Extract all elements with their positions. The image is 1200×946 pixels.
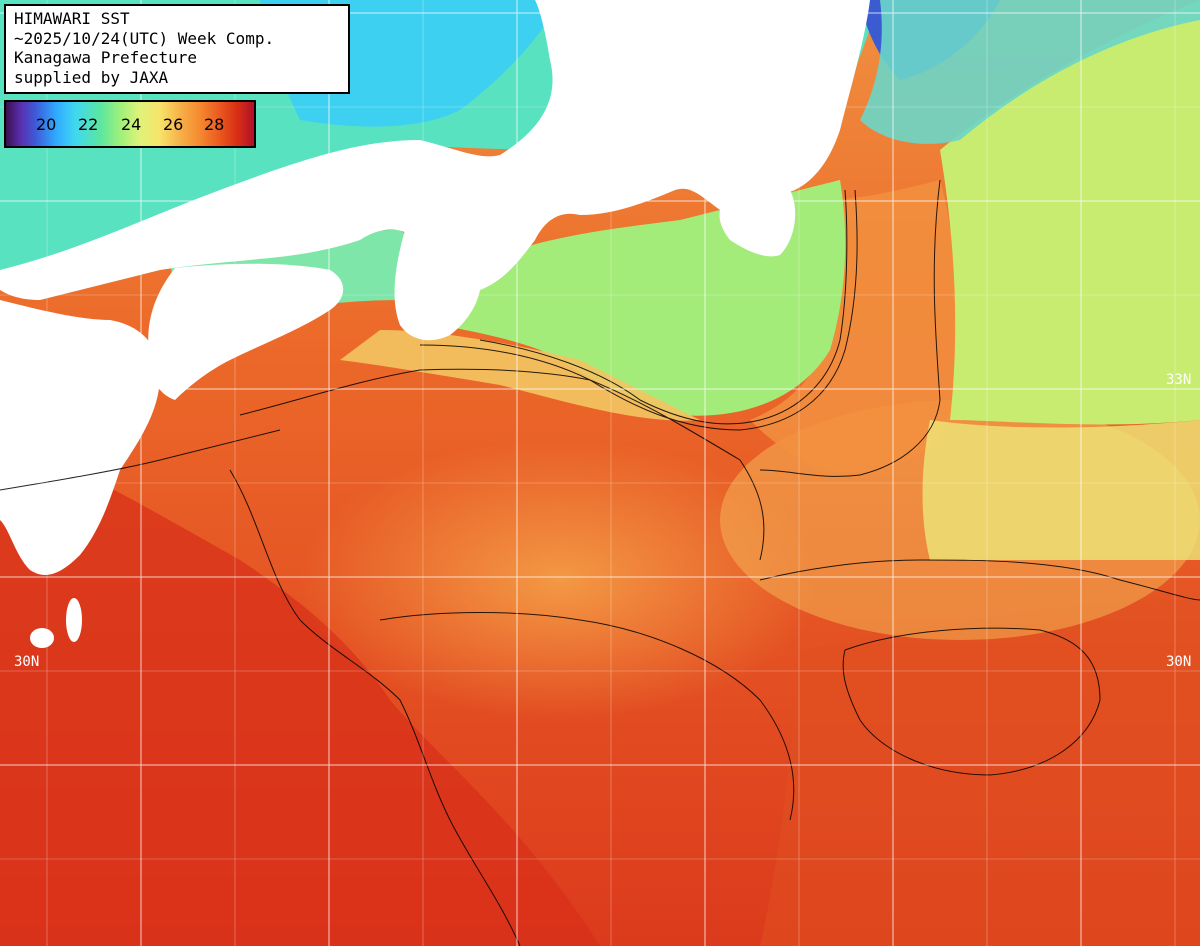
sea-central-orange: [300, 440, 820, 720]
isotherm-25: [479, 189, 848, 425]
legend-tick-22: 22: [78, 115, 99, 134]
isotherm-27: [239, 368, 765, 561]
isotherm-26: [419, 189, 858, 431]
temperature-color-scale: 20 22 24 26 28: [4, 100, 256, 148]
land-honshu: [0, 0, 870, 300]
legend-tick-20: 20: [36, 115, 57, 134]
land-yakushima: [30, 628, 54, 648]
isotherm-27b: [759, 559, 1200, 601]
land-shikoku: [148, 263, 344, 400]
sea-northeast-cool: [940, 0, 1200, 425]
isotherms: [0, 179, 1200, 946]
title-line-date: ~2025/10/24(UTC) Week Comp.: [14, 28, 275, 48]
title-line-product: HIMAWARI SST: [14, 9, 130, 28]
sea-coastal-yellow: [340, 330, 700, 421]
legend-tick-26: 26: [163, 115, 184, 134]
land-kii: [394, 230, 481, 341]
sea-northeast-teal: [860, 0, 1200, 144]
title-line-region: Kanagawa Prefecture: [14, 48, 198, 67]
isotherm-26b: [759, 179, 941, 477]
sea-hot-southeast: [760, 600, 1200, 946]
map-title-box: HIMAWARI SST ~2025/10/24(UTC) Week Comp.…: [4, 4, 350, 94]
title-line-credit: supplied by JAXA: [14, 67, 169, 87]
sea-hot-west: [0, 430, 600, 946]
sea-northeast-yellow: [922, 420, 1200, 560]
lat-label-33n-right: 33N: [1166, 372, 1192, 388]
land-tanegashima: [66, 598, 82, 642]
legend-tick-24: 24: [121, 115, 142, 134]
isotherm-28b: [229, 469, 521, 946]
land-kyushu: [0, 300, 160, 575]
legend-tick-28: 28: [204, 115, 225, 134]
lat-label-30n-left: 30N: [14, 654, 40, 670]
land-boso: [719, 190, 796, 257]
isotherm-27c: [842, 627, 1101, 776]
lat-label-30n-right: 30N: [1166, 654, 1192, 670]
isotherm-28: [0, 429, 281, 491]
isotherm-27d: [379, 612, 795, 821]
